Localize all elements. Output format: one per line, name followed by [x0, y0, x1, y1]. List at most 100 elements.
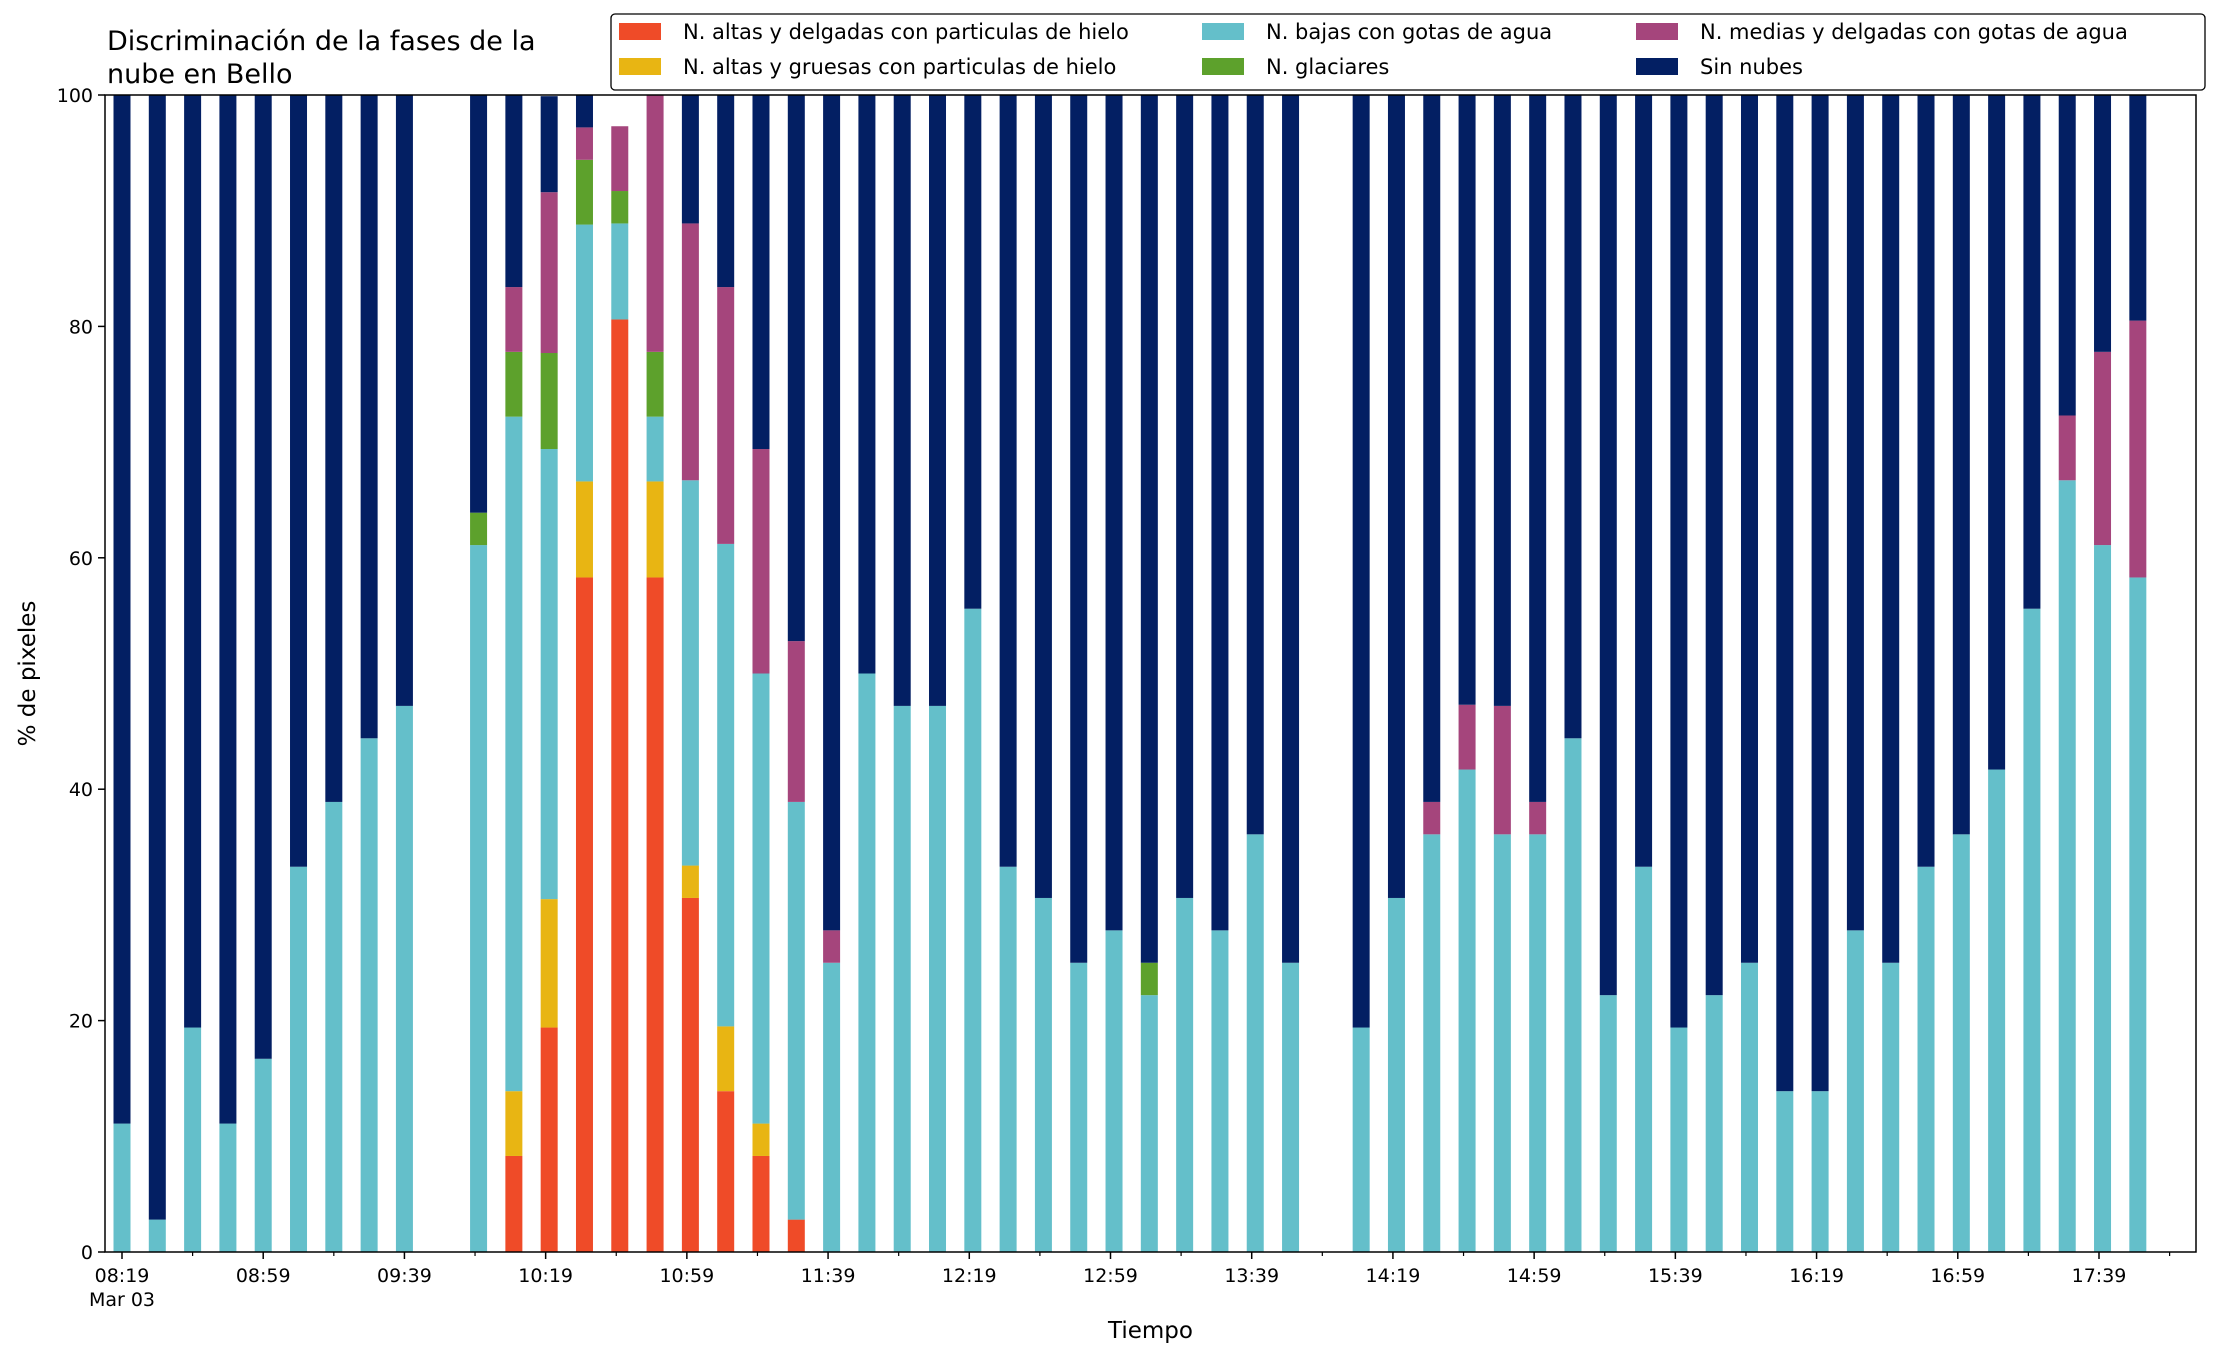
bar-segment — [505, 1155, 523, 1252]
legend-label: N. bajas con gotas de agua — [1266, 20, 1552, 44]
bar-segment — [2058, 415, 2076, 481]
bar-segment — [2094, 351, 2112, 546]
bar-segment — [2129, 320, 2147, 578]
x-tick-label: 08:59 — [236, 1265, 291, 1287]
bar-segment — [184, 1027, 202, 1252]
bar-segment — [1140, 962, 1158, 996]
x-tick-label: 11:39 — [801, 1265, 856, 1287]
bar-segment — [646, 577, 664, 1252]
bar-segment — [1246, 834, 1264, 1252]
bar-segment — [1352, 1027, 1370, 1252]
bar-segment — [1387, 95, 1405, 898]
bar-segment — [1670, 95, 1688, 1028]
x-tick-label: 09:39 — [377, 1265, 432, 1287]
chart-title: Discriminación de la fases de la — [107, 26, 536, 57]
axes-group — [98, 94, 2197, 1259]
x-tick-label: 08:19 — [95, 1265, 150, 1287]
bar-segment — [646, 95, 664, 352]
bar-segment — [1635, 866, 1653, 1252]
bar-segment — [1529, 834, 1547, 1252]
bar-segment — [1988, 769, 2006, 1252]
bar-segment — [540, 899, 558, 1028]
bar-segment — [1140, 95, 1158, 963]
bar-segment — [1882, 95, 1900, 963]
bar-segment — [1423, 95, 1441, 802]
bar-segment — [1493, 834, 1511, 1252]
legend-label: N. glaciares — [1266, 55, 1389, 79]
bar-segment — [325, 801, 343, 1252]
bar-segment — [1105, 95, 1123, 931]
bar-segment — [717, 287, 735, 544]
bar-segment — [2023, 95, 2041, 609]
bar-segment — [1387, 897, 1405, 1252]
bar-segment — [2058, 95, 2076, 416]
bar-segment — [893, 95, 911, 706]
bar-segment — [646, 351, 664, 417]
bar-segment — [1458, 95, 1476, 705]
bar-segment — [1458, 704, 1476, 770]
bar-segment — [681, 480, 699, 866]
plot-frame — [104, 94, 2197, 1253]
bar-segment — [1352, 95, 1370, 1028]
bar-segment — [113, 1123, 131, 1252]
bar-segment — [219, 95, 237, 1124]
y-tick-label: 20 — [69, 1011, 93, 1033]
legend-swatch — [1202, 58, 1244, 75]
bar-segment — [787, 801, 805, 1220]
bar-segment — [611, 191, 629, 224]
legend-label: N. altas y gruesas con particulas de hie… — [683, 55, 1116, 79]
x-axis-label: Tiempo — [1107, 1318, 1193, 1344]
bar-segment — [1282, 962, 1300, 1252]
bar-segment — [823, 930, 841, 963]
bar-segment — [1282, 95, 1300, 963]
x-tick-label: 16:59 — [1930, 1265, 1985, 1287]
bar-segment — [575, 577, 593, 1252]
x-tick-label: 16:19 — [1789, 1265, 1844, 1287]
bar-segment — [470, 545, 488, 1252]
bar-segment — [254, 1058, 272, 1252]
bar-segment — [717, 95, 735, 288]
bar-segment — [1705, 995, 1723, 1252]
bar-segment — [540, 449, 558, 900]
y-tick-label: 80 — [69, 316, 93, 338]
bar-segment — [611, 126, 629, 192]
bar-segment — [1599, 95, 1617, 996]
bar-segment — [148, 95, 166, 1220]
y-tick-label: 60 — [69, 548, 93, 570]
bar-segment — [1776, 1091, 1794, 1252]
bar-segment — [717, 1026, 735, 1092]
bar-segment — [1176, 95, 1194, 898]
bar-segment — [681, 897, 699, 1252]
legend-swatch — [619, 23, 661, 40]
bar-segment — [1529, 801, 1547, 835]
bar-segment — [1917, 866, 1935, 1252]
chart-title: nube en Bello — [107, 59, 293, 90]
bar-segment — [360, 738, 378, 1252]
bar-segment — [964, 95, 982, 609]
bar-segment — [681, 223, 699, 481]
bar-segment — [219, 1123, 237, 1252]
bar-segment — [646, 481, 664, 578]
x-tick-label: 10:59 — [659, 1265, 714, 1287]
bar-segment — [2094, 95, 2112, 352]
bar-segment — [325, 95, 343, 802]
bar-segment — [505, 1091, 523, 1156]
bar-segment — [1670, 1027, 1688, 1252]
bar-segment — [1988, 95, 2006, 770]
bar-segment — [752, 1155, 770, 1252]
bar-segment — [787, 1219, 805, 1252]
x-tick-label: 12:59 — [1083, 1265, 1138, 1287]
legend-label: N. medias y delgadas con gotas de agua — [1700, 20, 2128, 44]
x-tick-label: 10:19 — [518, 1265, 573, 1287]
bar-segment — [858, 95, 876, 674]
bar-segment — [1564, 95, 1582, 739]
legend-swatch — [1636, 23, 1678, 40]
bar-segment — [505, 351, 523, 417]
bar-segment — [1564, 738, 1582, 1252]
bar-segment — [505, 416, 523, 1092]
bar-segment — [184, 95, 202, 1028]
bar-segment — [1211, 95, 1229, 931]
bar-segment — [1493, 705, 1511, 835]
